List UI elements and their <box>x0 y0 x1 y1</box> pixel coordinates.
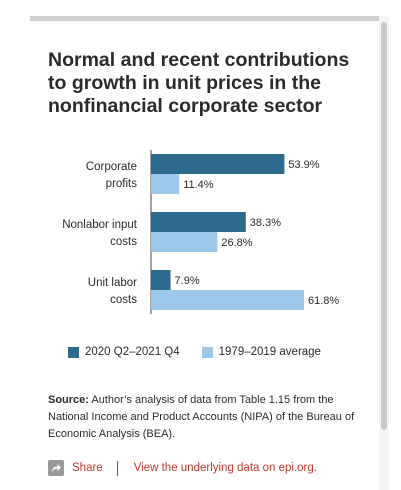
chart-title: Normal and recent contributions to growt… <box>48 49 350 117</box>
category-label-line: Unit labor <box>88 277 137 289</box>
source-label: Source: <box>48 394 89 406</box>
bar-recent <box>151 212 246 232</box>
source-text: Author’s analysis of data from Table 1.1… <box>48 394 355 440</box>
bar-average <box>151 174 180 194</box>
category-label: Corporate profits <box>86 161 137 190</box>
data-label-recent: 53.9% <box>288 159 319 171</box>
scrollbar-thumb[interactable] <box>381 22 387 430</box>
category-label-line: profits <box>106 178 138 190</box>
data-label-average: 26.8% <box>221 237 252 249</box>
bar-recent <box>151 270 171 290</box>
data-label-average: 11.4% <box>183 179 214 191</box>
bar-average <box>151 290 304 310</box>
top-strip <box>30 16 379 21</box>
bar-average <box>151 232 218 252</box>
share-icon <box>48 460 64 476</box>
bar-recent <box>151 154 285 174</box>
legend-swatch-recent <box>68 346 79 358</box>
data-label-recent: 7.9% <box>175 275 200 287</box>
data-label-average: 61.8% <box>308 295 339 307</box>
category-label-line: costs <box>110 294 137 306</box>
legend-swatch-average <box>201 346 213 358</box>
chart-card: Normal and recent contributions to growt… <box>30 21 379 490</box>
category-label-line: Corporate <box>86 161 137 173</box>
legend-item-recent: 2020 Q2–2021 Q4 <box>68 346 180 358</box>
legend-item-average: 1979–2019 average <box>201 346 321 358</box>
footer: Share View the underlying data on epi.or… <box>48 459 317 477</box>
legend-label-recent: 2020 Q2–2021 Q4 <box>85 346 180 358</box>
footer-divider <box>116 460 118 476</box>
bar-chart: Corporate profits 53.9% 11.4% Nonlabor input… <box>62 150 339 314</box>
legend-label-average: 1979–2019 average <box>218 346 321 358</box>
underlying-data-link[interactable]: View the underlying data on epi.org. <box>133 462 317 474</box>
category-label-line: costs <box>110 236 137 248</box>
share-button[interactable]: Share <box>48 460 103 476</box>
category-label: Unit labor costs <box>88 277 137 306</box>
category-label-line: Nonlabor input <box>62 219 138 231</box>
data-label-recent: 38.3% <box>250 217 281 229</box>
category-label: Nonlabor input costs <box>62 219 138 248</box>
share-label: Share <box>72 462 103 474</box>
legend: 2020 Q2–2021 Q4 1979–2019 average <box>68 344 343 360</box>
source-note: Source: Author’s analysis of data from T… <box>48 392 366 443</box>
